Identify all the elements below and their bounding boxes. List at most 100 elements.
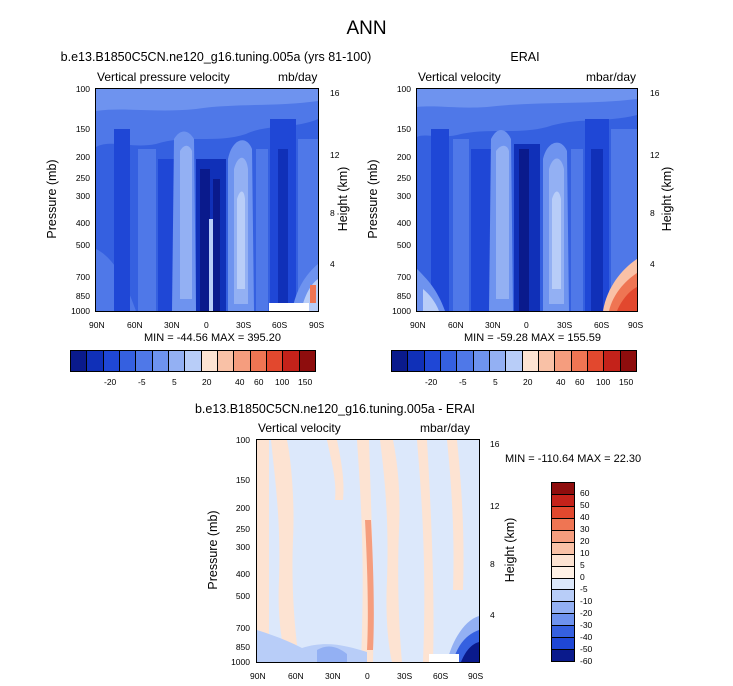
figure-title: ANN xyxy=(346,18,387,39)
y2-tick: 8 xyxy=(330,208,335,218)
panel-1-contours xyxy=(96,89,318,311)
colorbar-label: 30 xyxy=(580,524,590,534)
x-tick: 30S xyxy=(236,320,252,330)
colorbar-label: 100 xyxy=(596,377,611,387)
panel-1-units: mb/day xyxy=(278,70,318,84)
panel-1-colorbar xyxy=(70,350,316,372)
colorbar-label: 40 xyxy=(556,377,566,387)
x-tick: 90N xyxy=(250,671,266,681)
colorbar-label: 60 xyxy=(254,377,264,387)
panel-1-plot xyxy=(95,88,319,312)
y2-tick: 4 xyxy=(330,259,335,269)
y-tick: 150 xyxy=(235,475,250,485)
y-tick: 500 xyxy=(235,591,250,601)
colorbar-label: -10 xyxy=(580,596,593,606)
y2-tick: 16 xyxy=(330,88,340,98)
panel-3-y2label: Height (km) xyxy=(503,517,517,583)
colorbar-label: 40 xyxy=(235,377,245,387)
colorbar-label: 100 xyxy=(275,377,290,387)
panel-1-min-max: MIN = -44.56 MAX = 395.20 xyxy=(144,332,281,344)
x-tick: 60S xyxy=(433,671,449,681)
y-tick: 200 xyxy=(75,152,90,162)
y-tick: 400 xyxy=(235,569,250,579)
x-tick: 30S xyxy=(397,671,413,681)
y-tick: 250 xyxy=(396,173,411,183)
panel-3-plot xyxy=(256,439,480,663)
panel-3-colorbar xyxy=(551,482,575,662)
panel-2-min-max: MIN = -59.28 MAX = 155.59 xyxy=(464,332,601,344)
panel-2-units: mbar/day xyxy=(586,70,637,84)
x-tick: 30N xyxy=(325,671,341,681)
panel-2-colorbar xyxy=(391,350,637,372)
y-tick: 850 xyxy=(235,642,250,652)
colorbar-label: 20 xyxy=(202,377,212,387)
colorbar-label: 60 xyxy=(575,377,585,387)
panel-3-min-max: MIN = -110.64 MAX = 22.30 xyxy=(505,453,642,465)
y-tick: 400 xyxy=(75,218,90,228)
colorbar-label: -50 xyxy=(580,644,593,654)
y-tick: 300 xyxy=(235,542,250,552)
panel-1-title: b.e13.B1850C5CN.ne120_g16.tuning.005a (y… xyxy=(60,50,372,64)
y-tick: 700 xyxy=(235,623,250,633)
panel-2-y2label: Height (km) xyxy=(660,166,674,232)
y2-tick: 4 xyxy=(650,259,655,269)
y-tick: 250 xyxy=(75,173,90,183)
colorbar-label: -60 xyxy=(580,656,593,666)
colorbar-label: 20 xyxy=(580,536,590,546)
x-tick: 60S xyxy=(594,320,610,330)
colorbar-label: -5 xyxy=(580,584,588,594)
y-tick: 250 xyxy=(235,524,250,534)
y2-tick: 8 xyxy=(490,559,495,569)
y2-tick: 8 xyxy=(650,208,655,218)
colorbar-label: 0 xyxy=(580,572,585,582)
x-tick: 0 xyxy=(365,671,370,681)
y2-tick: 16 xyxy=(650,88,660,98)
y-tick: 850 xyxy=(75,291,90,301)
colorbar-label: 40 xyxy=(580,512,590,522)
colorbar-label: 150 xyxy=(298,377,313,387)
x-tick: 90S xyxy=(309,320,325,330)
colorbar-label: 150 xyxy=(619,377,634,387)
colorbar-label: -30 xyxy=(580,620,593,630)
colorbar-label: 5 xyxy=(493,377,498,387)
x-tick: 30N xyxy=(485,320,501,330)
panel-3-title: b.e13.B1850C5CN.ne120_g16.tuning.005a - … xyxy=(194,402,476,416)
panel-2-plot xyxy=(416,88,638,312)
x-tick: 30N xyxy=(164,320,180,330)
x-tick: 60N xyxy=(127,320,143,330)
colorbar-label: 60 xyxy=(580,488,590,498)
x-tick: 0 xyxy=(204,320,209,330)
x-tick: 60S xyxy=(272,320,288,330)
colorbar-label: 50 xyxy=(580,500,590,510)
panel-3-units: mbar/day xyxy=(420,421,471,435)
colorbar-label: -40 xyxy=(580,632,593,642)
y-tick: 100 xyxy=(75,84,90,94)
y-tick: 1000 xyxy=(392,306,411,316)
x-tick: 90N xyxy=(89,320,105,330)
y-tick: 500 xyxy=(396,240,411,250)
y-tick: 850 xyxy=(396,291,411,301)
y-tick: 150 xyxy=(75,124,90,134)
colorbar-label: 5 xyxy=(172,377,177,387)
y-tick: 100 xyxy=(235,435,250,445)
panel-1-ylabel: Pressure (mb) xyxy=(45,159,59,239)
x-tick: 60N xyxy=(448,320,464,330)
y-tick: 1000 xyxy=(71,306,90,316)
x-tick: 60N xyxy=(288,671,304,681)
y-tick: 200 xyxy=(235,503,250,513)
y-tick: 1000 xyxy=(231,657,250,667)
colorbar-label: -20 xyxy=(425,377,438,387)
x-tick: 30S xyxy=(557,320,573,330)
colorbar-label: -5 xyxy=(138,377,146,387)
y-tick: 700 xyxy=(75,272,90,282)
y-tick: 300 xyxy=(396,191,411,201)
panel-1-variable: Vertical pressure velocity xyxy=(97,70,230,84)
panel-1-y2label: Height (km) xyxy=(336,166,350,232)
y-tick: 400 xyxy=(396,218,411,228)
panel-2-ylabel: Pressure (mb) xyxy=(366,159,380,239)
colorbar-label: -20 xyxy=(580,608,593,618)
panel-2-title: ERAI xyxy=(510,50,540,64)
y-tick: 500 xyxy=(75,240,90,250)
x-tick: 90N xyxy=(410,320,426,330)
y-tick: 100 xyxy=(396,84,411,94)
